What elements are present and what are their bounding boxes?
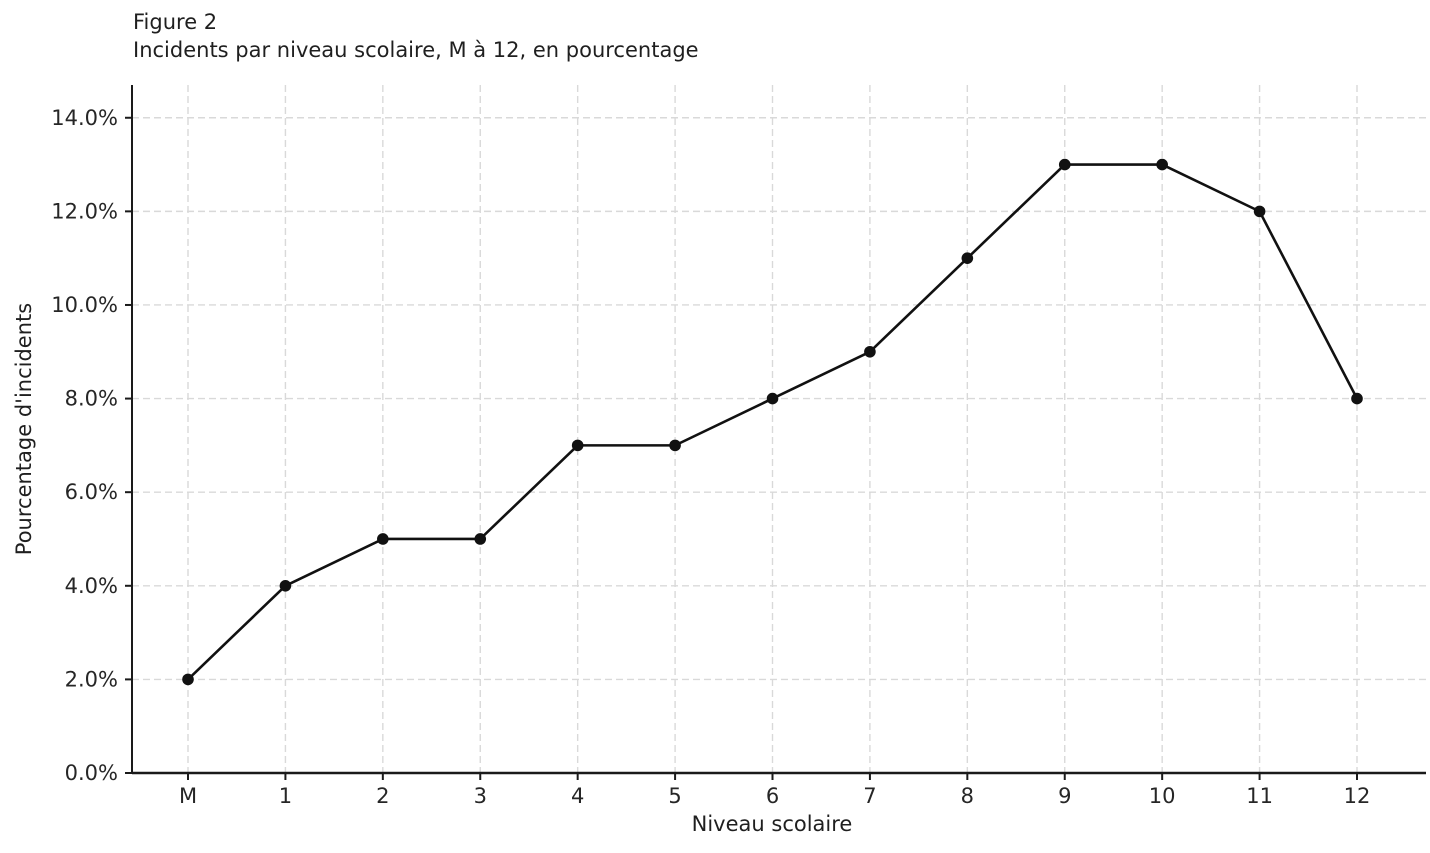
chart-subtitle: Incidents par niveau scolaire, M à 12, e…	[133, 38, 699, 62]
chart-title: Figure 2	[133, 10, 218, 34]
data-point	[766, 392, 779, 405]
y-tick-label: 12.0%	[51, 199, 118, 223]
x-tick-label: 7	[863, 784, 876, 808]
x-tick-label: 6	[766, 784, 779, 808]
x-axis-label: Niveau scolaire	[691, 812, 853, 836]
data-point	[182, 673, 194, 686]
x-tick-label: 4	[571, 784, 584, 808]
x-tick-label: 1	[279, 784, 292, 808]
y-axis-label: Pourcentage d'incidents	[12, 302, 36, 556]
x-tick-label: 10	[1149, 784, 1176, 808]
y-tick-label: 8.0%	[65, 387, 118, 411]
y-tick-label: 6.0%	[65, 480, 118, 504]
x-tick-label: 12	[1344, 784, 1371, 808]
x-tick-label: 8	[961, 784, 974, 808]
data-point	[1351, 392, 1363, 405]
y-tick-label: 0.0%	[65, 761, 118, 785]
data-point	[669, 439, 681, 452]
x-tick-label: 11	[1246, 784, 1273, 808]
data-point	[864, 345, 876, 358]
data-point	[1156, 158, 1168, 171]
y-tick-label: 14.0%	[51, 106, 118, 130]
x-tick-label: 5	[668, 784, 681, 808]
data-point	[571, 439, 584, 452]
data-point	[474, 533, 487, 545]
y-tick-label: 2.0%	[65, 667, 118, 691]
data-point	[1058, 158, 1071, 171]
data-point	[1253, 205, 1266, 218]
y-tick-label: 4.0%	[65, 574, 118, 598]
x-tick-label: 9	[1058, 784, 1071, 808]
x-tick-label: 3	[474, 784, 487, 808]
x-tick-label: M	[179, 784, 197, 808]
data-point	[961, 252, 974, 264]
y-tick-label: 10.0%	[51, 293, 118, 317]
x-tick-label: 2	[376, 784, 389, 808]
data-point	[279, 579, 292, 592]
data-point	[377, 533, 389, 545]
